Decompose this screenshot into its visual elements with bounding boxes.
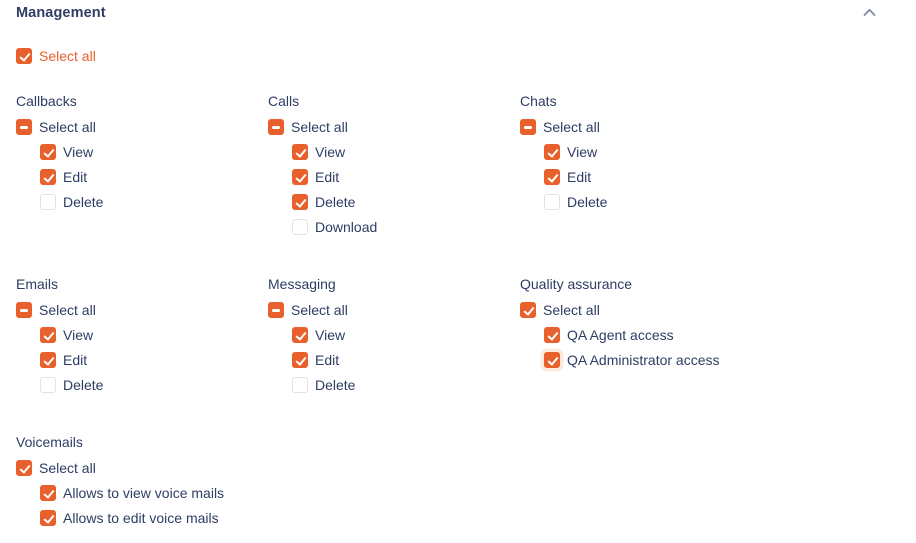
permission-item[interactable]: QA Administrator access	[544, 352, 720, 368]
section-header: Management	[16, 5, 900, 21]
group-title: Calls	[268, 93, 300, 109]
permission-item[interactable]: Edit	[292, 169, 339, 185]
permission-group: Quality assurance Select all QA Agent ac…	[520, 276, 900, 368]
checkbox-indeterminate[interactable]	[16, 119, 32, 135]
checkbox-checked[interactable]	[292, 194, 308, 210]
permission-item[interactable]: Delete	[292, 194, 355, 210]
global-select-all[interactable]: Select all	[16, 48, 96, 64]
group-select-all[interactable]: Select all	[16, 460, 96, 476]
checkbox-unchecked[interactable]	[40, 194, 56, 210]
permission-item[interactable]: Edit	[40, 169, 87, 185]
checkbox-indeterminate[interactable]	[268, 302, 284, 318]
management-section: Management Select all Callbacks Select a…	[0, 0, 916, 526]
checkbox-checked[interactable]	[40, 352, 56, 368]
group-items: View Edit Delete	[520, 144, 900, 210]
checkbox-checked[interactable]	[292, 352, 308, 368]
group-select-all[interactable]: Select all	[520, 119, 600, 135]
checkbox-unchecked[interactable]	[292, 219, 308, 235]
permission-group: Callbacks Select all View Edit Delete	[16, 93, 268, 210]
permission-group: Voicemails Select all Allows to view voi…	[16, 434, 268, 526]
checkbox-checked[interactable]	[40, 169, 56, 185]
permission-group: Emails Select all View Edit Delete	[16, 276, 268, 393]
checkbox-checked[interactable]	[40, 144, 56, 160]
checkbox-checked[interactable]	[40, 327, 56, 343]
permission-item[interactable]: Delete	[40, 377, 103, 393]
permission-groups-grid: Callbacks Select all View Edit Delete Ca…	[16, 93, 900, 526]
permission-item[interactable]: View	[544, 144, 597, 160]
checkbox-checked[interactable]	[544, 327, 560, 343]
section-title: Management	[16, 5, 106, 21]
permission-item[interactable]: Allows to view voice mails	[40, 485, 224, 501]
permission-item[interactable]: Allows to edit voice mails	[40, 510, 219, 526]
group-select-all[interactable]: Select all	[16, 119, 96, 135]
permission-group: Chats Select all View Edit Delete	[520, 93, 900, 210]
chevron-up-icon[interactable]	[863, 8, 876, 17]
group-title: Messaging	[268, 276, 336, 292]
checkbox-checked-focused[interactable]	[544, 352, 560, 368]
checkbox-checked[interactable]	[40, 510, 56, 526]
checkbox-unchecked[interactable]	[292, 377, 308, 393]
group-title: Emails	[16, 276, 59, 292]
checkbox-indeterminate[interactable]	[520, 119, 536, 135]
checkbox-unchecked[interactable]	[40, 377, 56, 393]
group-items: Allows to view voice mails Allows to edi…	[16, 485, 268, 526]
permission-item[interactable]: Delete	[40, 194, 103, 210]
checkbox-checked[interactable]	[544, 169, 560, 185]
checkbox-indeterminate[interactable]	[268, 119, 284, 135]
group-items: View Edit Delete Download	[268, 144, 520, 235]
group-title: Voicemails	[16, 434, 83, 450]
group-select-all[interactable]: Select all	[16, 302, 96, 318]
checkbox-checked[interactable]	[520, 302, 536, 318]
group-select-all[interactable]: Select all	[268, 302, 348, 318]
group-title: Chats	[520, 93, 557, 109]
permission-item[interactable]: Delete	[544, 194, 607, 210]
permission-item[interactable]: Edit	[292, 352, 339, 368]
group-title: Callbacks	[16, 93, 77, 109]
checkbox-checked[interactable]	[16, 48, 32, 64]
global-select-all-label: Select all	[39, 48, 96, 64]
group-title: Quality assurance	[520, 276, 633, 292]
group-select-all[interactable]: Select all	[520, 302, 600, 318]
group-items: View Edit Delete	[268, 327, 520, 393]
permission-item[interactable]: View	[40, 144, 93, 160]
checkbox-checked[interactable]	[292, 144, 308, 160]
group-items: View Edit Delete	[16, 327, 268, 393]
checkbox-checked[interactable]	[292, 327, 308, 343]
checkbox-checked[interactable]	[544, 144, 560, 160]
permission-item[interactable]: QA Agent access	[544, 327, 674, 343]
group-select-all[interactable]: Select all	[268, 119, 348, 135]
checkbox-indeterminate[interactable]	[16, 302, 32, 318]
permission-item[interactable]: Edit	[40, 352, 87, 368]
permission-item[interactable]: View	[292, 327, 345, 343]
group-items: QA Agent access QA Administrator access	[520, 327, 900, 368]
permission-item[interactable]: Edit	[544, 169, 591, 185]
checkbox-checked[interactable]	[292, 169, 308, 185]
permission-item[interactable]: View	[292, 144, 345, 160]
group-items: View Edit Delete	[16, 144, 268, 210]
permission-item[interactable]: Delete	[292, 377, 355, 393]
permission-group: Messaging Select all View Edit Delete	[268, 276, 520, 393]
checkbox-checked[interactable]	[40, 485, 56, 501]
permission-group: Calls Select all View Edit Delete Downlo…	[268, 93, 520, 235]
permission-item[interactable]: Download	[292, 219, 377, 235]
permission-item[interactable]: View	[40, 327, 93, 343]
checkbox-unchecked[interactable]	[544, 194, 560, 210]
checkbox-checked[interactable]	[16, 460, 32, 476]
